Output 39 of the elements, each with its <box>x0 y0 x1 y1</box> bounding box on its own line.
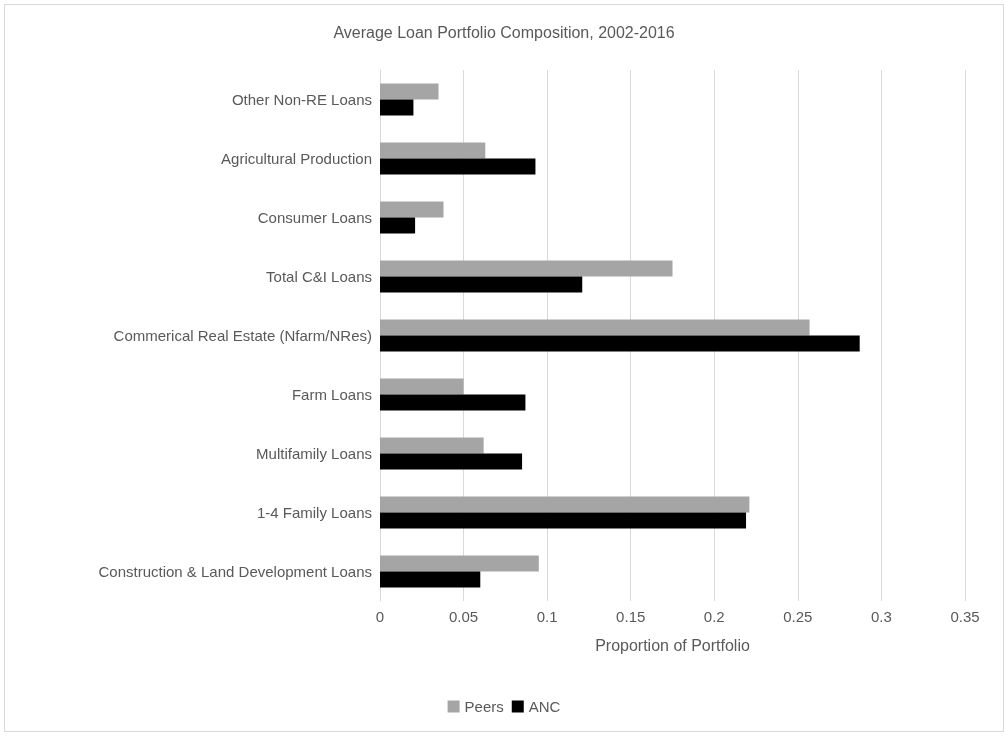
bar <box>380 512 747 529</box>
x-tick-label: 0 <box>375 608 385 625</box>
x-axis-title: Proportion of Portfolio <box>595 636 750 654</box>
bar <box>380 260 673 277</box>
y-tick-label: Total C&I Loans <box>266 268 372 285</box>
bar <box>380 496 750 513</box>
y-tick-label: Multifamily Loans <box>256 445 372 462</box>
y-tick-label: Consumer Loans <box>257 209 372 226</box>
chart-title: Average Loan Portfolio Composition, 2002-2016 <box>333 23 675 41</box>
x-tick-label: 0.35 <box>950 608 980 625</box>
x-tick-label: 0.2 <box>703 608 725 625</box>
y-tick-label: Other Non-RE Loans <box>231 91 372 108</box>
bar <box>380 378 464 395</box>
bar <box>380 319 810 336</box>
bar <box>380 217 416 234</box>
bar <box>380 99 414 116</box>
x-tick-label: 0.15 <box>616 608 646 625</box>
y-tick-label: Farm Loans <box>291 386 372 403</box>
x-tick-label: 0.05 <box>448 608 479 625</box>
legend-label: ANC <box>528 698 561 715</box>
bar <box>380 276 583 293</box>
legend-label: Peers <box>464 698 504 715</box>
bar <box>380 437 484 454</box>
x-tick-label: 0.1 <box>536 608 558 625</box>
bar <box>380 394 526 411</box>
bar <box>380 335 860 352</box>
y-tick-label: Agricultural Production <box>221 150 372 167</box>
bar <box>380 571 481 588</box>
bar <box>380 201 444 218</box>
bar <box>380 83 439 100</box>
x-tick-label: 0.25 <box>783 608 813 625</box>
bar <box>380 142 486 159</box>
y-tick-label: Construction & Land Development Loans <box>98 563 372 580</box>
x-tick-label: 0.3 <box>871 608 892 625</box>
bar <box>380 158 536 175</box>
bar <box>380 453 523 470</box>
bar <box>380 555 539 572</box>
y-tick-label: 1-4 Family Loans <box>256 504 372 521</box>
y-tick-label: Commerical Real Estate (Nfarm/NRes) <box>113 327 372 344</box>
